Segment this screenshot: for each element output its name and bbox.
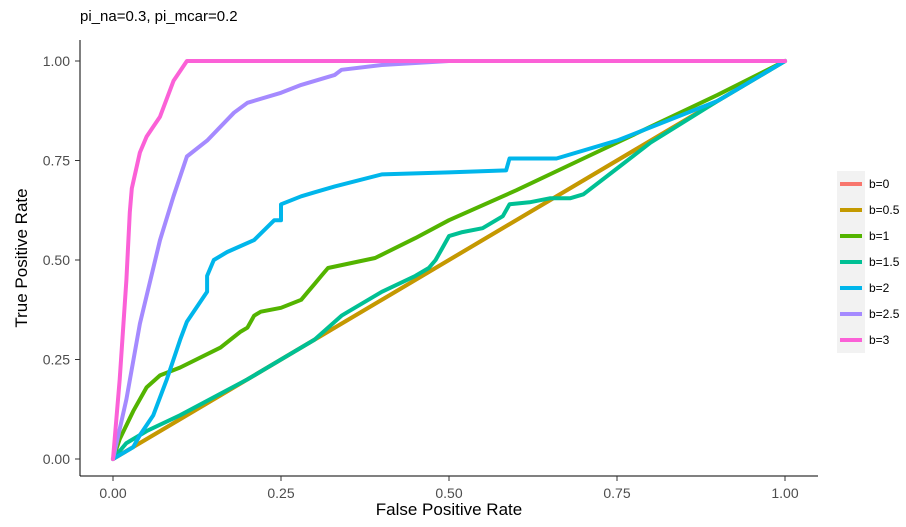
y-tick-label: 0.25 [43,352,70,368]
series-line-b-1 [111,59,787,461]
x-tick-label: 0.25 [267,485,294,501]
y-tick-label: 0.75 [43,153,70,169]
series-line-b-2-5 [111,59,787,461]
x-axis-title: False Positive Rate [376,500,522,519]
x-tick-label: 0.75 [603,485,630,501]
x-tick-label: 0.50 [435,485,462,501]
chart-title: pi_na=0.3, pi_mcar=0.2 [80,8,238,25]
legend-label: b=1 [869,229,890,243]
y-axis-title: True Positive Rate [12,188,31,327]
series-line-b-3 [111,59,787,461]
y-ticks: 0.00 0.25 0.50 0.75 1.00 [43,53,80,467]
series-line-b-2 [111,59,787,461]
series-line-b-1-5 [111,59,787,461]
legend-label: b=2 [869,281,890,295]
legend: b=0 b=0.5 b=1 b=1.5 b=2 b=2.5 b=3 [837,171,900,353]
y-tick-label: 0.00 [43,451,70,467]
legend-label: b=1.5 [869,255,900,269]
x-tick-label: 1.00 [771,485,798,501]
legend-label: b=0 [869,177,890,191]
legend-label: b=0.5 [869,203,900,217]
y-tick-label: 0.50 [43,252,70,268]
plot-area [111,59,787,461]
legend-label: b=3 [869,333,890,347]
y-tick-label: 1.00 [43,53,70,69]
legend-label: b=2.5 [869,307,900,321]
x-ticks: 0.00 0.25 0.50 0.75 1.00 [99,476,799,501]
x-tick-label: 0.00 [99,485,126,501]
